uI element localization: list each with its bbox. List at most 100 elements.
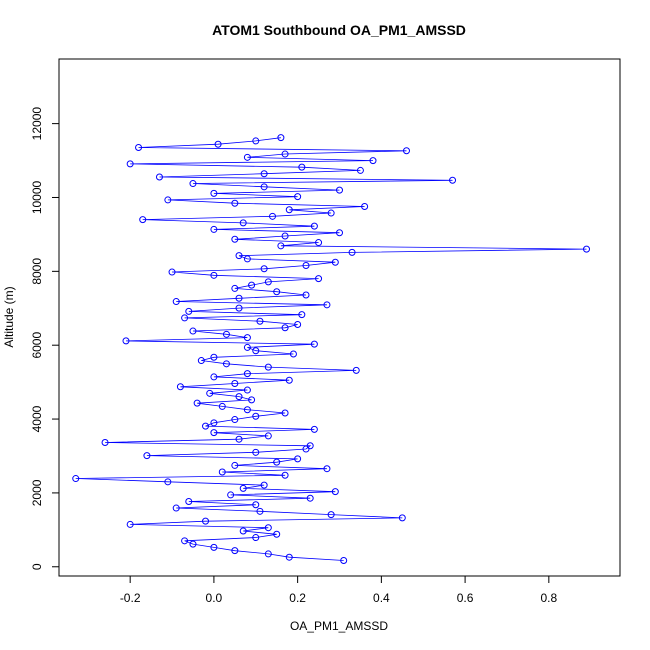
data-point (235, 252, 243, 260)
data-point (243, 370, 251, 378)
data-point (164, 196, 172, 204)
data-point (222, 360, 230, 368)
data-point (331, 258, 339, 266)
data-point (277, 242, 285, 250)
data-point (172, 298, 180, 306)
data-point (352, 366, 360, 374)
data-point (260, 265, 268, 273)
data-point (235, 393, 243, 401)
data-point (302, 291, 310, 299)
data-point (243, 153, 251, 161)
data-point (185, 307, 193, 315)
data-point (315, 239, 323, 247)
data-point (273, 530, 281, 538)
data-point (231, 379, 239, 387)
data-point (222, 330, 230, 338)
data-point (285, 206, 293, 214)
data-point (302, 261, 310, 269)
data-point (281, 232, 289, 240)
data-point (289, 350, 297, 358)
x-tick-label: 0.2 (289, 591, 306, 605)
data-point (210, 225, 218, 233)
chart-title: ATOM1 Southbound OA_PM1_AMSSD (212, 22, 466, 38)
data-point (256, 317, 264, 325)
y-tick-label: 8000 (30, 258, 44, 285)
data-point (197, 357, 205, 365)
data-point (369, 157, 377, 165)
data-point (126, 520, 134, 528)
data-point (252, 501, 260, 509)
x-axis: -0.2 0.0 0.2 0.4 0.6 0.8 (120, 575, 557, 605)
data-point (172, 504, 180, 512)
data-point (231, 235, 239, 243)
data-point (235, 304, 243, 312)
data-point (264, 363, 272, 371)
data-point (164, 478, 172, 486)
data-point (260, 183, 268, 191)
data-point (252, 534, 260, 542)
data-point (210, 189, 218, 197)
data-point (264, 550, 272, 558)
data-point (323, 301, 331, 309)
series-group (72, 134, 591, 564)
data-point (210, 543, 218, 551)
data-point (210, 271, 218, 279)
data-point (210, 353, 218, 361)
y-tick-label: 2000 (30, 479, 44, 506)
data-point (252, 137, 260, 145)
y-tick-label: 6000 (30, 332, 44, 359)
data-point (281, 324, 289, 332)
y-tick-label: 0 (30, 563, 44, 570)
data-point (231, 199, 239, 207)
data-point (285, 376, 293, 384)
data-point (398, 514, 406, 522)
data-point (264, 524, 272, 532)
data-point (231, 461, 239, 469)
data-point (189, 540, 197, 548)
data-point (231, 284, 239, 292)
data-point (306, 442, 314, 450)
y-axis-label: Altitude (m) (2, 286, 16, 347)
data-point (202, 422, 210, 430)
data-point (135, 143, 143, 151)
data-point (231, 416, 239, 424)
y-axis: 0 2000 4000 6000 8000 10000 12000 (30, 107, 60, 570)
data-point (235, 294, 243, 302)
data-point (239, 219, 247, 227)
data-point (583, 245, 591, 253)
data-point (269, 212, 277, 220)
data-point (281, 471, 289, 479)
data-point (181, 537, 189, 545)
data-point (361, 202, 369, 210)
data-point (264, 432, 272, 440)
data-point (214, 140, 222, 148)
data-point (210, 419, 218, 427)
data-point (248, 396, 256, 404)
data-point (231, 547, 239, 555)
data-point (327, 209, 335, 217)
data-point (235, 435, 243, 443)
data-point (139, 216, 147, 224)
data-point (252, 412, 260, 420)
data-point (101, 438, 109, 446)
data-point (336, 229, 343, 237)
data-point (248, 281, 256, 289)
data-point (298, 311, 306, 319)
data-point (189, 180, 197, 188)
data-point (243, 386, 251, 394)
data-point (273, 458, 281, 466)
data-point (210, 373, 218, 381)
x-tick-label: 0.6 (457, 591, 474, 605)
data-point (331, 488, 339, 496)
data-point (348, 248, 356, 256)
data-point (340, 556, 348, 564)
data-point (72, 475, 80, 483)
data-point (260, 481, 268, 489)
data-point (356, 166, 364, 174)
data-point (210, 429, 218, 437)
data-point (281, 409, 289, 417)
data-point (315, 275, 323, 283)
data-point (181, 314, 189, 322)
data-point (218, 402, 226, 410)
data-point (310, 222, 318, 230)
